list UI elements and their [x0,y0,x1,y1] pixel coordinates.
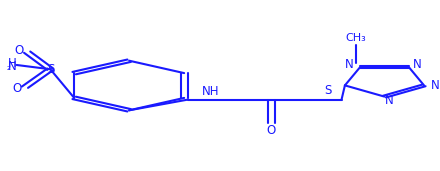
Text: N: N [385,94,393,107]
Text: NH: NH [202,85,219,98]
Text: ₂: ₂ [7,62,11,72]
Text: O: O [12,82,22,95]
Text: N: N [413,58,422,71]
Text: N: N [431,79,440,92]
Text: O: O [267,124,276,137]
Text: S: S [325,84,332,97]
Text: N: N [8,60,17,73]
Text: S: S [48,63,55,76]
Text: CH₃: CH₃ [345,33,366,43]
Text: H: H [8,57,17,70]
Text: O: O [15,44,24,57]
Text: N: N [345,58,353,71]
